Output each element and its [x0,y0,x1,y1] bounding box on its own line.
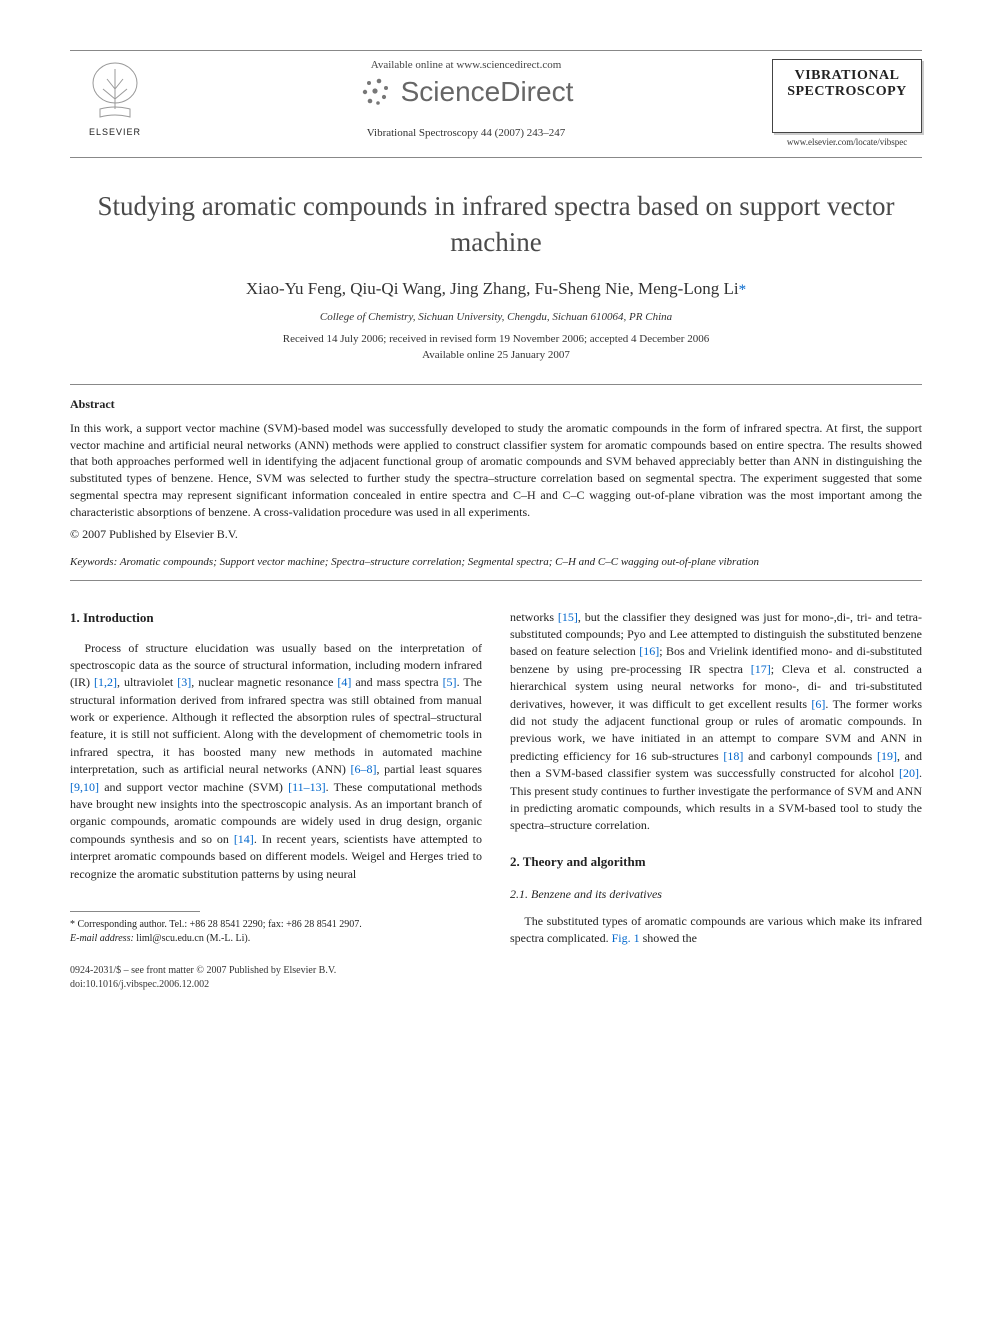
elsevier-label: ELSEVIER [89,127,141,137]
footer-doi: doi:10.1016/j.vibspec.2006.12.002 [70,978,482,992]
sciencedirect-text: ScienceDirect [401,76,574,108]
keywords-line: Keywords: Aromatic compounds; Support ve… [70,556,922,568]
ref-link[interactable]: [17] [751,662,771,676]
left-column: 1. Introduction Process of structure elu… [70,609,482,992]
ref-link[interactable]: [18] [723,749,743,763]
abstract-body: In this work, a support vector machine (… [70,420,922,521]
dates-received: Received 14 July 2006; received in revis… [70,331,922,348]
ref-link[interactable]: [5] [443,675,457,689]
right-column: networks [15], but the classifier they d… [510,609,922,992]
figure-link[interactable]: Fig. 1 [612,931,640,945]
keywords-label: Keywords: [70,556,117,568]
article-dates: Received 14 July 2006; received in revis… [70,331,922,364]
ref-link[interactable]: [15] [558,610,578,624]
ref-link[interactable]: [19] [877,749,897,763]
ref-link[interactable]: [1,2] [94,675,117,689]
authors-names: Xiao-Yu Feng, Qiu-Qi Wang, Jing Zhang, F… [246,279,739,298]
divider-bottom [70,580,922,581]
article-title: Studying aromatic compounds in infrared … [70,188,922,261]
benzene-paragraph: The substituted types of aromatic compou… [510,913,922,948]
footnote-email: liml@scu.edu.cn (M.-L. Li). [134,933,250,944]
ref-link[interactable]: [9,10] [70,780,99,794]
abstract-copyright: © 2007 Published by Elsevier B.V. [70,527,922,542]
corresponding-author-footnote: * Corresponding author. Tel.: +86 28 854… [70,918,482,946]
ref-link[interactable]: [6–8] [351,762,377,776]
keywords-text: Aromatic compounds; Support vector machi… [117,556,759,568]
ref-link[interactable]: [14] [234,832,254,846]
journal-cover-box: VIBRATIONAL SPECTROSCOPY www.elsevier.co… [772,59,922,147]
available-online-text: Available online at www.sciencedirect.co… [170,59,762,71]
footnote-email-line: E-mail address: liml@scu.edu.cn (M.-L. L… [70,932,482,946]
affiliation: College of Chemistry, Sichuan University… [70,311,922,323]
journal-reference: Vibrational Spectroscopy 44 (2007) 243–2… [170,127,762,139]
ref-link[interactable]: [11–13] [288,780,326,794]
section-2-heading: 2. Theory and algorithm [510,853,922,872]
ref-link[interactable]: [3] [177,675,191,689]
journal-url: www.elsevier.com/locate/vibspec [772,137,922,147]
sciencedirect-logo: ScienceDirect [170,75,762,109]
intro-paragraph: Process of structure elucidation was usu… [70,640,482,883]
header-center: Available online at www.sciencedirect.co… [160,59,772,139]
divider-top [70,384,922,385]
footer-issn: 0924-2031/$ – see front matter © 2007 Pu… [70,964,482,978]
authors-line: Xiao-Yu Feng, Qiu-Qi Wang, Jing Zhang, F… [70,279,922,299]
ref-link[interactable]: [16] [639,644,659,658]
journal-header: ELSEVIER Available online at www.science… [70,50,922,158]
elsevier-tree-icon [85,59,145,125]
ref-link[interactable]: [20] [899,766,919,780]
intro-paragraph-continued: networks [15], but the classifier they d… [510,609,922,835]
footer-meta: 0924-2031/$ – see front matter © 2007 Pu… [70,964,482,992]
dates-online: Available online 25 January 2007 [70,347,922,364]
ref-link[interactable]: [4] [337,675,351,689]
body-columns: 1. Introduction Process of structure elu… [70,609,922,992]
corresponding-author-marker: * [739,282,747,298]
section-2-1-heading: 2.1. Benzene and its derivatives [510,886,922,903]
journal-title-text: VIBRATIONAL SPECTROSCOPY [777,68,917,100]
section-1-heading: 1. Introduction [70,609,482,628]
footnote-corr: * Corresponding author. Tel.: +86 28 854… [70,918,482,932]
footnote-email-label: E-mail address: [70,933,134,944]
abstract-heading: Abstract [70,397,922,412]
ref-link[interactable]: [6] [811,697,825,711]
journal-title-box: VIBRATIONAL SPECTROSCOPY [772,59,922,133]
sciencedirect-dots-icon [359,75,393,109]
footnote-divider [70,911,200,912]
elsevier-logo-block: ELSEVIER [70,59,160,137]
